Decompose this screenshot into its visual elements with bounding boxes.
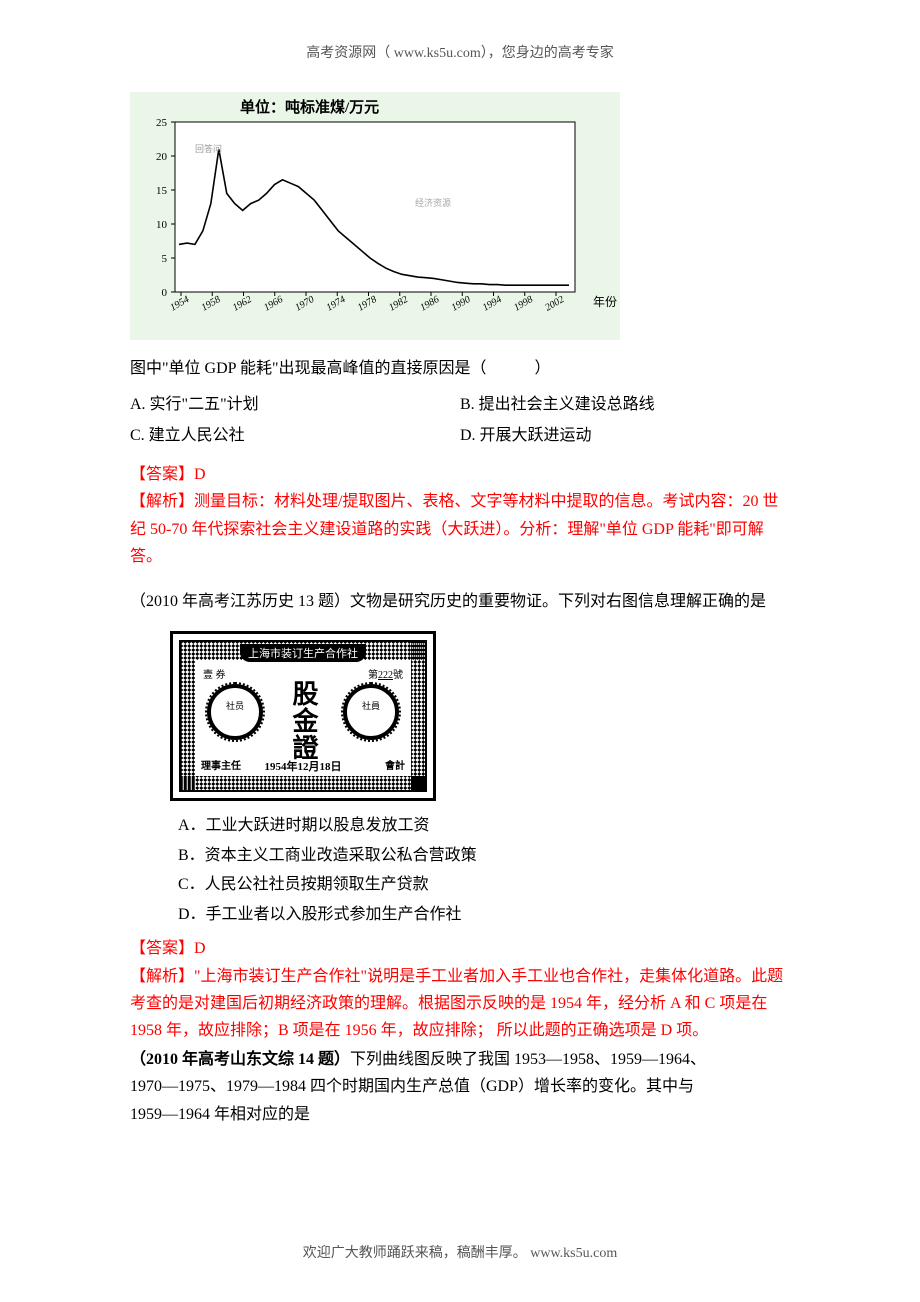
q1-optD: D. 开展大跃进运动	[460, 421, 790, 451]
page-header: 高考资源网（ www.ks5u.com），您身边的高考专家	[0, 0, 920, 62]
svg-text:1958: 1958	[200, 294, 223, 314]
cert-gear-right-label: 社員	[347, 688, 395, 712]
cert-border-left	[181, 642, 195, 790]
q1-analysis-label: 【解析】	[130, 493, 194, 510]
q1-optC: C. 建立人民公社	[130, 421, 460, 451]
cert-gear-right: 社員	[343, 684, 399, 740]
q2-analysis-body: "上海市装订生产合作社"说明是手工业者加入手工业也合作社，走集体化道路。此题考查…	[130, 968, 783, 1039]
q1-analysis: 【解析】测量目标：材料处理/提取图片、表格、文字等材料中提取的信息。考试内容：2…	[130, 488, 790, 570]
q1-stem: 图中"单位 GDP 能耗"出现最高峰值的直接原因是（ ）	[130, 354, 790, 384]
svg-text:经济资源: 经济资源	[415, 197, 451, 208]
cert-border-bottom	[181, 776, 425, 790]
cert-gear-left-label: 社员	[211, 688, 259, 712]
svg-text:10: 10	[156, 219, 168, 231]
q1-options: A. 实行"二五"计划 B. 提出社会主义建设总路线 C. 建立人民公社 D. …	[130, 390, 790, 451]
q1-optB: B. 提出社会主义建设总路线	[460, 390, 790, 420]
q2-optC: C．人民公社社员按期领取生产贷款	[178, 870, 790, 900]
q2-optD: D．手工业者以入股形式参加生产合作社	[178, 900, 790, 930]
q2-optB: B．资本主义工商业改造采取公私合营政策	[178, 841, 790, 871]
cert-bottom-left: 理事主任	[201, 757, 241, 772]
q2-optA: A．工业大跃进时期以股息发放工资	[178, 811, 790, 841]
svg-text:1978: 1978	[356, 294, 379, 314]
svg-text:1998: 1998	[512, 294, 535, 314]
q3-body1: 下列曲线图反映了我国 1953—1958、1959—1964、	[350, 1051, 706, 1068]
svg-text:0: 0	[162, 287, 168, 299]
svg-text:1990: 1990	[450, 294, 473, 314]
svg-text:回答问: 回答问	[195, 143, 222, 154]
q2-options: A．工业大跃进时期以股息发放工资 B．资本主义工商业改造采取公私合营政策 C．人…	[178, 811, 790, 929]
cert-title: 上海市装订生产合作社	[240, 644, 366, 662]
q3-body3: 1959—1964 年相对应的是	[130, 1106, 310, 1123]
svg-text:20: 20	[156, 151, 168, 163]
q2-intro-body: 文物是研究历史的重要物证。下列对右图信息理解正确的是	[350, 593, 766, 610]
gdp-energy-chart: 单位：吨标准煤/万元 05101520251954195819621966197…	[130, 92, 620, 340]
cert-center-text: 股金證	[290, 680, 316, 761]
q1-answer-block: 【答案】D 【解析】测量目标：材料处理/提取图片、表格、文字等材料中提取的信息。…	[130, 461, 790, 570]
q2-intro: （2010 年高考江苏历史 13 题）文物是研究历史的重要物证。下列对右图信息理…	[130, 588, 790, 615]
svg-text:25: 25	[156, 117, 168, 129]
q2-analysis: 【解析】"上海市装订生产合作社"说明是手工业者加入手工业也合作社，走集体化道路。…	[130, 963, 790, 1045]
svg-text:1970: 1970	[293, 294, 316, 314]
cert-no-suffix: 號	[393, 670, 403, 681]
cert-border-right	[411, 642, 425, 790]
q1-answer: 【答案】D	[130, 461, 790, 488]
q1-analysis-body: 测量目标：材料处理/提取图片、表格、文字等材料中提取的信息。考试内容：20 世纪…	[130, 493, 778, 564]
q2-analysis-label: 【解析】	[130, 968, 194, 985]
cert-left-small: 壹 券	[203, 666, 226, 681]
page-footer: 欢迎广大教师踊跃来稿，稿酬丰厚。 www.ks5u.com	[0, 1242, 920, 1262]
page-content: 单位：吨标准煤/万元 05101520251954195819621966197…	[0, 62, 920, 1128]
svg-text:1994: 1994	[481, 294, 504, 314]
svg-text:1974: 1974	[325, 294, 348, 314]
svg-text:1966: 1966	[262, 294, 285, 314]
q2-prefix: （2010 年高考江苏历史 13 题）	[130, 593, 350, 610]
cert-gear-left: 社员	[207, 684, 263, 740]
svg-text:1962: 1962	[231, 294, 254, 314]
svg-text:年份: 年份	[593, 295, 617, 309]
q3-prefix: （2010 年高考山东文综 14 题）	[130, 1051, 350, 1068]
cert-inner: 上海市装订生产合作社 壹 券 第222號 社员 社員 股金證 理事主任 會計 1…	[179, 640, 427, 792]
cert-no: 第222號	[368, 666, 403, 681]
svg-text:15: 15	[156, 185, 168, 197]
cert-no-label: 第	[368, 670, 378, 681]
q3-intro: （2010 年高考山东文综 14 题）下列曲线图反映了我国 1953—1958、…	[130, 1046, 790, 1128]
svg-text:5: 5	[162, 253, 168, 265]
cert-bottom-right: 會計	[385, 757, 405, 772]
chart1-svg: 0 5 10 15 20 25 1954 1958 1962 1966 1970 1974 1978 19…	[130, 114, 620, 340]
q2-answer: 【答案】D	[130, 935, 790, 962]
stock-certificate-image: 上海市装订生产合作社 壹 券 第222號 社员 社員 股金證 理事主任 會計 1…	[170, 631, 436, 801]
svg-text:1982: 1982	[387, 294, 410, 314]
q2-answer-block: 【答案】D 【解析】"上海市装订生产合作社"说明是手工业者加入手工业也合作社，走…	[130, 935, 790, 1044]
cert-no-value: 222	[378, 670, 393, 681]
svg-text:2002: 2002	[543, 294, 566, 314]
svg-text:1954: 1954	[168, 294, 191, 314]
cert-date: 1954年12月18日	[265, 758, 342, 774]
q3-body2: 1970—1975、1979—1984 四个时期国内生产总值（GDP）增长率的变…	[130, 1078, 694, 1095]
svg-text:1986: 1986	[418, 294, 441, 314]
q1-optA: A. 实行"二五"计划	[130, 390, 460, 420]
